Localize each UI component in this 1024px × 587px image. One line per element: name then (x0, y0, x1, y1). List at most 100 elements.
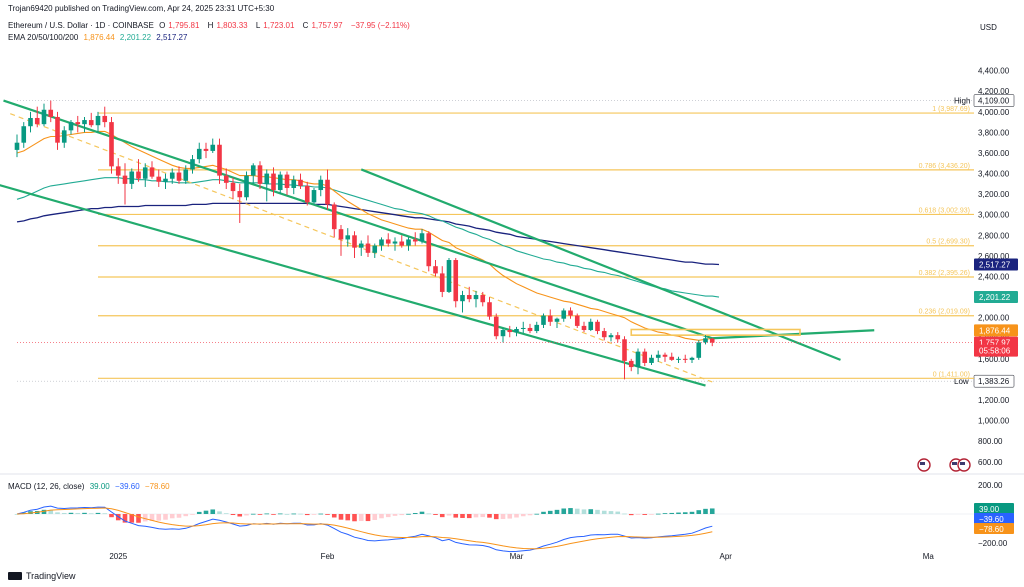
fib-level-label: 0 (1,411.00) (933, 371, 970, 378)
macd-hist-value: 39.00 (89, 482, 110, 491)
macd-histogram-bar (392, 514, 398, 516)
candle-body (203, 148, 209, 151)
candle-body (102, 115, 108, 123)
candle-body (487, 302, 492, 317)
candle-body (304, 185, 310, 203)
macd-histogram-bar (493, 514, 499, 520)
channel-upper-line-ext (712, 329, 875, 340)
high-value: 4,109.00 (978, 97, 1010, 106)
publisher-line: Trojan69420 published on TradingView.com… (8, 4, 275, 13)
macd-histogram-bar (61, 512, 67, 514)
candle-body (473, 295, 479, 300)
candle-body (628, 360, 634, 368)
candle-body (655, 354, 661, 358)
candle-body (318, 179, 324, 191)
macd-histogram-bar (358, 514, 364, 522)
symbol-title[interactable]: Ethereum / U.S. Dollar · 1D · COINBASE (8, 21, 154, 30)
candle-body (547, 315, 553, 322)
candle-body (500, 330, 506, 337)
candle-body (399, 241, 405, 246)
us-flag-icon-canton (952, 462, 957, 465)
macd-histogram-bar (399, 514, 405, 516)
macd-histogram-bar (210, 509, 216, 514)
fib-level-label: 0.382 (2,395.26) (919, 270, 970, 277)
high-tag (973, 94, 1015, 107)
us-flag-icon-canton (960, 462, 965, 465)
macd-histogram-bar (304, 514, 310, 516)
high-value: 1,803.33 (216, 21, 248, 30)
macd-histogram-bar (163, 514, 168, 520)
macd-histogram-bar (588, 509, 594, 514)
macd-histogram-bar (561, 508, 567, 514)
ema-legend[interactable]: EMA 20/50/100/200 1,876.44 2,201.22 2,51… (8, 33, 190, 43)
fib-level-label: 0.786 (3,436.20) (919, 163, 970, 170)
channel-lower-line (0, 184, 706, 387)
candle-body (588, 321, 594, 331)
macd-histogram-bar (55, 512, 60, 514)
candle-body (460, 295, 465, 302)
macd-histogram-bar (473, 514, 479, 518)
candle-body (412, 239, 418, 242)
macd-histogram-bar (419, 511, 425, 514)
symbol-line: Ethereum / U.S. Dollar · 1D · COINBASE O… (8, 21, 413, 31)
candle-body (291, 179, 297, 188)
macd-tick-label: −200.00 (978, 539, 1008, 548)
tradingview-brand: TradingView (8, 571, 76, 581)
macd-histogram-bar (277, 513, 283, 515)
macd-histogram-bar (568, 508, 573, 514)
candle-body (520, 327, 526, 329)
price-tag (974, 258, 1018, 271)
macd-tag-value: −39.60 (979, 515, 1004, 524)
candle-body (426, 233, 432, 267)
macd-histogram-bar (230, 514, 236, 516)
candle-body (28, 117, 33, 127)
macd-histogram-bar (534, 513, 540, 515)
macd-histogram-bar (676, 512, 681, 514)
candle-body (406, 239, 411, 246)
macd-histogram-bar (338, 514, 344, 520)
low-label: L (255, 21, 261, 30)
macd-histogram-bar (527, 514, 533, 516)
candle-body (331, 204, 337, 230)
candle-body (365, 243, 371, 253)
candle-body (176, 172, 182, 181)
candle-body (109, 122, 114, 167)
macd-histogram-bar (345, 514, 351, 521)
macd-histogram-bar (372, 514, 378, 520)
candle-body (642, 351, 648, 363)
candle-body (385, 239, 391, 244)
high-label: H (207, 21, 214, 30)
candle-body (696, 342, 702, 358)
x-tick-label: Ma (923, 552, 935, 561)
ema-label: EMA 20/50/100/200 (8, 33, 79, 42)
macd-histogram-bar (311, 514, 317, 515)
candle-body (514, 328, 519, 333)
macd-histogram-bar (291, 513, 297, 515)
macd-histogram-bar (149, 514, 155, 521)
candle-body (595, 321, 600, 332)
macd-histogram-bar (554, 509, 560, 514)
candle-body (271, 173, 276, 191)
macd-tag (974, 523, 1014, 534)
breakout-upper-line (360, 168, 841, 361)
candle-body (311, 190, 317, 203)
ema100-value: 2,517.27 (156, 33, 188, 42)
y-tick-label: 3,200.00 (978, 190, 1010, 199)
macd-legend[interactable]: MACD (12, 26, close) 39.00 −39.60 −78.60 (8, 482, 173, 492)
macd-histogram-bar (217, 511, 222, 514)
fib-level-label: 0.5 (2,699.30) (926, 239, 970, 246)
macd-label: MACD (12, 26, close) (8, 482, 85, 491)
candle-body (122, 175, 128, 184)
candle-body (149, 167, 155, 177)
candle-body (169, 172, 175, 179)
macd-histogram-bar (466, 514, 472, 519)
close-value: 1,757.97 (311, 21, 343, 30)
macd-histogram-bar (453, 514, 459, 518)
support-box (630, 328, 801, 336)
candle-body (480, 295, 486, 303)
macd-histogram-bar (426, 513, 432, 515)
y-tick-label: 3,000.00 (978, 211, 1010, 220)
candle-body (649, 357, 654, 363)
candle-body (196, 148, 202, 160)
